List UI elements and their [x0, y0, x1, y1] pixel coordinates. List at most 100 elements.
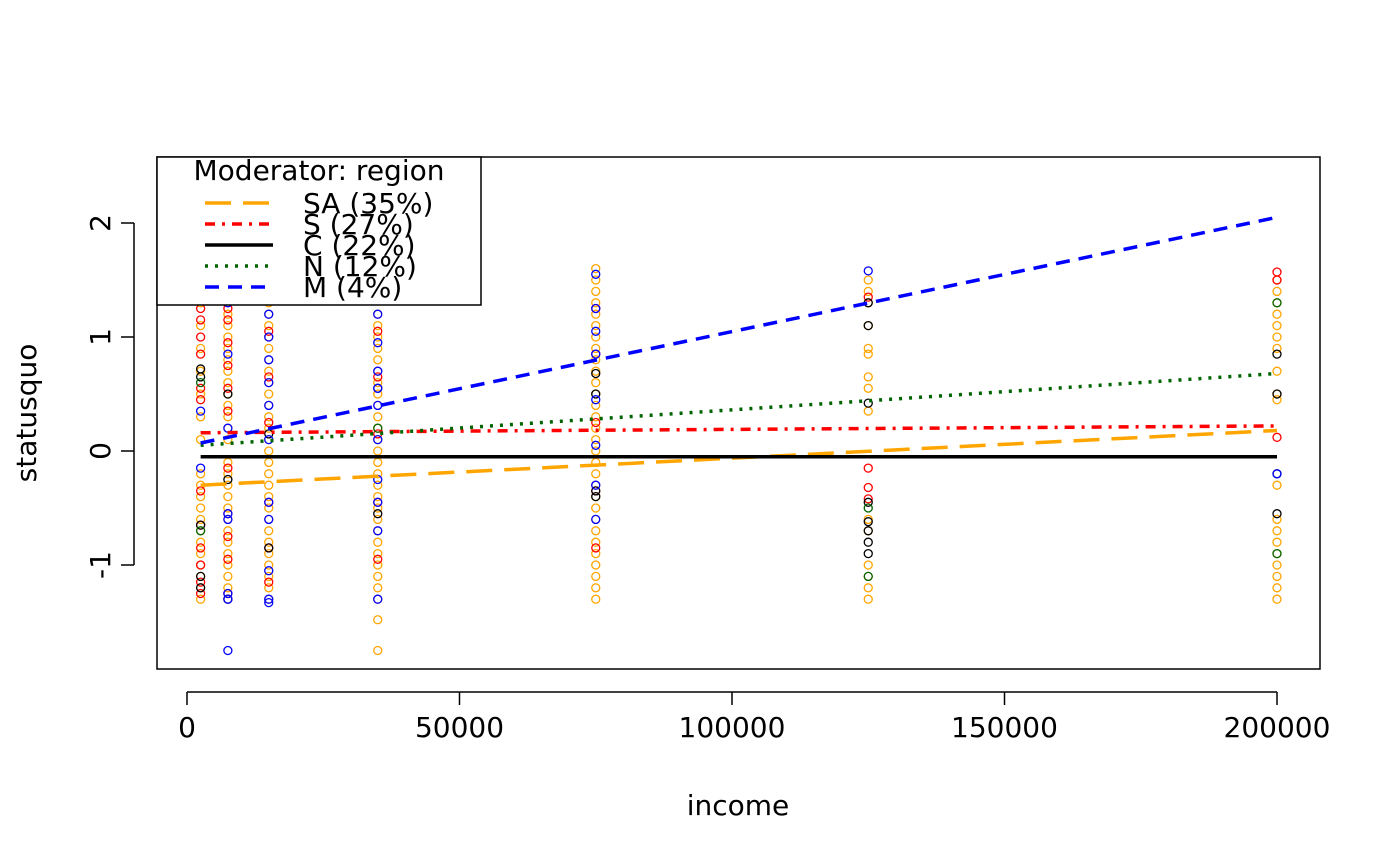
- data-point-0-15000-16: [264, 412, 274, 422]
- data-point-1-2500-0: [195, 588, 206, 599]
- fit-lines-layer: [200, 215, 1278, 487]
- data-point-0-7500-8: [223, 503, 233, 513]
- data-point-3-2500-0: [195, 526, 206, 536]
- data-point-4-35000-4: [373, 434, 383, 445]
- data-point-0-15000-18: [264, 389, 274, 399]
- data-point-0-7500-21: [223, 343, 233, 354]
- data-point-3-125000-0: [863, 571, 873, 582]
- data-point-0-7500-20: [223, 355, 233, 365]
- data-point-0-75000-27: [591, 286, 601, 297]
- data-point-2-15000-0: [264, 543, 274, 553]
- data-point-0-2500-17: [195, 320, 206, 331]
- data-point-0-35000-24: [373, 343, 383, 354]
- data-point-0-2500-16: [195, 343, 206, 354]
- data-point-0-125000-0: [863, 594, 873, 604]
- data-point-1-35000-3: [373, 372, 383, 382]
- data-point-4-75000-1: [591, 480, 601, 490]
- data-point-0-125000-13: [863, 286, 873, 297]
- data-point-1-2500-10: [195, 315, 206, 325]
- data-point-2-125000-6: [863, 320, 873, 331]
- fit-line-1: [200, 424, 1278, 435]
- data-point-0-200000-1: [1272, 583, 1282, 593]
- data-point-2-7500-2: [223, 389, 233, 399]
- data-point-0-15000-3: [264, 560, 274, 570]
- legend-entries: SA (35%)S (27%)C (22%)N (12%)M (4%): [205, 187, 433, 304]
- data-point-1-15000-0: [264, 577, 274, 587]
- data-point-2-125000-5: [863, 398, 873, 408]
- data-point-0-75000-22: [591, 343, 601, 354]
- data-point-4-7500-1: [223, 594, 233, 604]
- data-point-4-2500-1: [195, 406, 206, 416]
- data-point-1-7500-1: [223, 554, 233, 564]
- data-point-4-35000-7: [373, 366, 383, 376]
- y-axis-label: statusquo: [10, 344, 43, 483]
- data-point-0-35000-18: [373, 412, 383, 422]
- data-point-2-7500-1: [223, 474, 233, 485]
- data-point-0-35000-26: [373, 320, 383, 331]
- data-point-2-35000-0: [373, 509, 383, 519]
- data-point-1-200000-0: [1272, 432, 1282, 442]
- data-point-0-75000-24: [591, 320, 601, 331]
- data-point-4-7500-3: [223, 514, 233, 525]
- data-point-0-7500-2: [223, 571, 233, 582]
- data-point-0-35000-4: [373, 571, 383, 582]
- data-point-1-2500-1: [195, 577, 206, 587]
- data-point-4-75000-0: [591, 514, 601, 525]
- data-point-0-200000-7: [1272, 514, 1282, 525]
- data-point-0-75000-11: [591, 469, 601, 479]
- data-point-4-15000-9: [264, 332, 274, 342]
- data-point-4-15000-3: [264, 514, 274, 525]
- data-point-4-7500-0: [223, 645, 233, 656]
- legend: Moderator: region SA (35%)S (27%)C (22%)…: [156, 154, 482, 306]
- data-point-3-2500-1: [195, 377, 206, 388]
- data-point-0-15000-11: [264, 469, 274, 479]
- data-point-4-15000-6: [264, 400, 274, 411]
- data-point-0-75000-29: [591, 263, 601, 274]
- data-point-0-7500-16: [223, 400, 233, 411]
- data-point-4-200000-0: [1272, 469, 1282, 479]
- data-point-0-7500-15: [223, 412, 233, 422]
- data-point-4-75000-4: [591, 349, 601, 359]
- data-point-0-75000-25: [591, 309, 601, 319]
- data-point-4-35000-0: [373, 594, 383, 604]
- data-point-0-200000-17: [1272, 286, 1282, 297]
- data-point-0-35000-10: [373, 503, 383, 513]
- data-point-0-35000-6: [373, 548, 383, 559]
- data-point-0-35000-0: [373, 645, 383, 656]
- data-point-0-125000-10: [863, 343, 873, 354]
- data-point-4-35000-9: [373, 309, 383, 319]
- data-point-2-200000-3: [1272, 349, 1282, 359]
- data-point-3-35000-0: [373, 423, 383, 433]
- data-point-2-75000-2: [591, 389, 601, 399]
- data-point-1-15000-3: [264, 417, 274, 428]
- data-point-0-200000-2: [1272, 571, 1282, 582]
- data-point-2-125000-2: [863, 526, 873, 536]
- data-point-0-75000-1: [591, 583, 601, 593]
- data-point-1-2500-7: [195, 383, 206, 393]
- data-point-0-7500-18: [223, 377, 233, 388]
- data-point-0-75000-26: [591, 298, 601, 308]
- data-point-2-125000-3: [863, 517, 873, 527]
- data-point-4-15000-4: [264, 497, 274, 507]
- data-point-1-15000-4: [264, 372, 274, 382]
- data-point-0-75000-28: [591, 275, 601, 285]
- x-tick-label-2: 100000: [679, 711, 786, 744]
- data-point-2-2500-2: [195, 520, 206, 530]
- data-point-1-75000-2: [591, 417, 601, 428]
- data-point-0-75000-2: [591, 571, 601, 582]
- legend-box: [156, 156, 482, 306]
- data-point-0-35000-9: [373, 514, 383, 525]
- data-point-2-125000-4: [863, 497, 873, 507]
- data-point-4-35000-8: [373, 338, 383, 348]
- data-point-0-2500-4: [195, 548, 206, 559]
- data-point-2-75000-3: [591, 368, 601, 379]
- data-point-0-15000-10: [264, 480, 274, 490]
- data-point-4-125000-0: [863, 266, 873, 276]
- data-point-2-75000-1: [591, 486, 601, 496]
- data-point-4-15000-10: [264, 309, 274, 319]
- y-tick-label-2: 1: [84, 328, 117, 346]
- data-point-0-15000-4: [264, 548, 274, 559]
- data-point-1-7500-9: [223, 315, 233, 325]
- data-point-2-2500-0: [195, 583, 206, 593]
- legend-title: Moderator: region: [194, 154, 445, 187]
